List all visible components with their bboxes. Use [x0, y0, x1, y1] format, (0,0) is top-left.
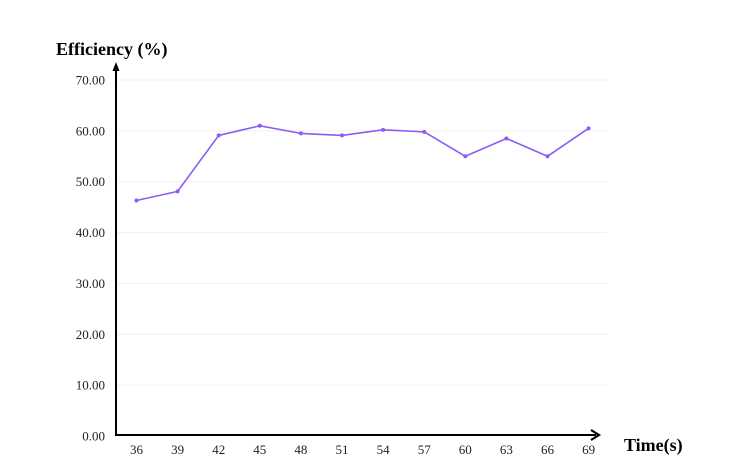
data-point[interactable] — [381, 127, 386, 132]
y-tick-label: 10.00 — [76, 378, 105, 393]
data-point[interactable] — [340, 133, 344, 138]
data-point[interactable] — [216, 133, 221, 138]
series-line — [136, 124, 590, 202]
y-axis-arrow-icon — [112, 62, 120, 71]
x-tick-label: 60 — [459, 442, 472, 457]
x-tick-label: 51 — [336, 442, 349, 457]
x-tick-label: 48 — [294, 442, 307, 457]
x-tick-label: 63 — [500, 442, 513, 457]
data-point[interactable] — [504, 136, 509, 141]
y-tick-label: 20.00 — [76, 327, 105, 342]
y-tick-labels: 0.00 10.00 20.00 30.00 40.00 50.00 60.00 70.00 — [76, 73, 105, 444]
x-tick-label: 54 — [377, 442, 391, 457]
x-tick-label: 57 — [418, 442, 432, 457]
x-axis-title: Time(s) — [624, 435, 683, 456]
y-tick-label: 70.00 — [76, 73, 105, 88]
x-axis-arrow-icon — [590, 429, 602, 441]
data-point[interactable] — [257, 123, 262, 128]
data-point[interactable] — [422, 129, 427, 134]
grid-lines — [116, 79, 607, 386]
x-tick-label: 36 — [130, 442, 144, 457]
data-point[interactable] — [545, 154, 550, 159]
data-point[interactable] — [175, 189, 180, 194]
x-tick-label: 42 — [212, 442, 225, 457]
data-point[interactable] — [586, 126, 591, 131]
y-tick-label: 50.00 — [76, 174, 105, 189]
x-tick-label: 45 — [253, 442, 266, 457]
data-point[interactable] — [134, 198, 139, 203]
x-tick-label: 69 — [582, 442, 595, 457]
y-tick-label: 60.00 — [76, 123, 105, 138]
x-tick-labels: 36 39 42 45 48 51 54 57 60 63 66 69 — [130, 442, 595, 457]
y-axis-title: Efficiency (%) — [56, 39, 167, 60]
data-point[interactable] — [298, 131, 303, 136]
series-group — [134, 123, 591, 203]
y-tick-label: 40.00 — [76, 225, 105, 240]
x-tick-label: 66 — [541, 442, 555, 457]
data-point[interactable] — [463, 154, 468, 159]
y-tick-label: 0.00 — [82, 429, 105, 444]
x-tick-label: 39 — [171, 442, 184, 457]
y-tick-label: 30.00 — [76, 276, 105, 291]
